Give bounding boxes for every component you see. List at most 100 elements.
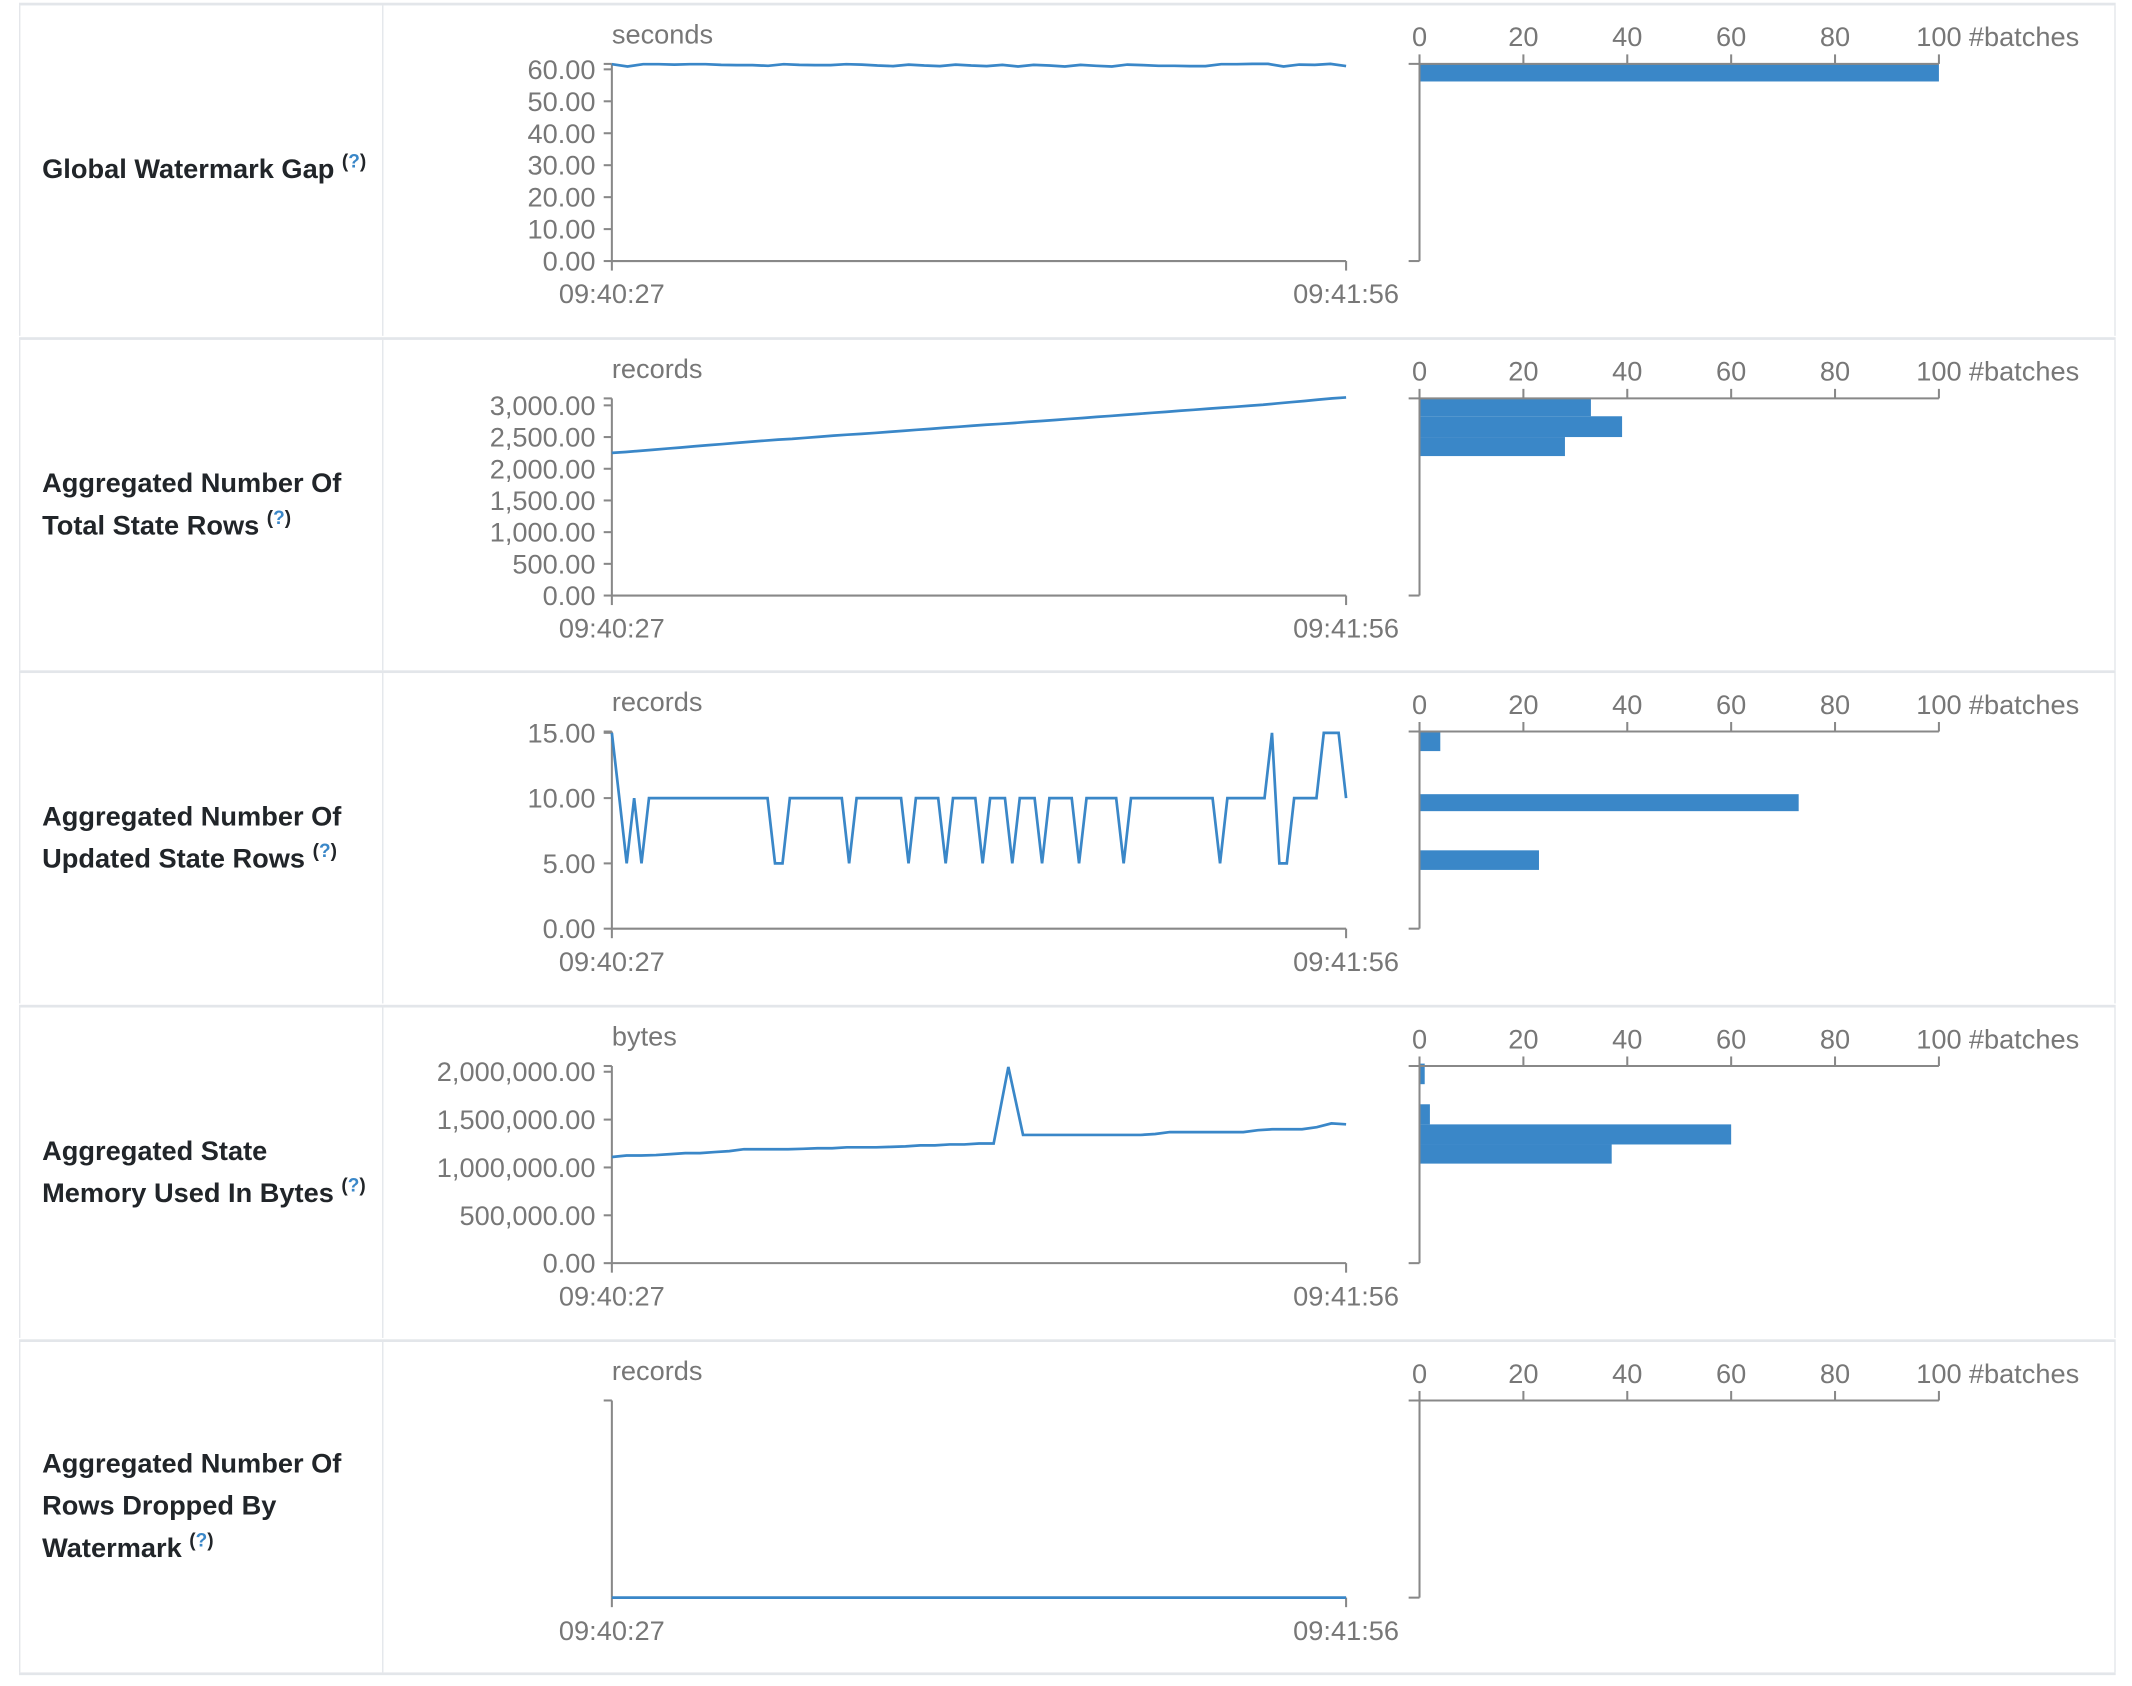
histogram-bar — [1419, 850, 1539, 870]
hist-x-axis-label: #batches — [1969, 1023, 2079, 1054]
y-tick-label: 1,500.00 — [490, 485, 596, 516]
y-tick-label: 0.00 — [543, 913, 596, 944]
hist-x-tick-label: 20 — [1508, 689, 1538, 720]
series-line — [611, 396, 1347, 455]
y-tick-label: 20.00 — [527, 182, 595, 213]
metric-name: Global Watermark Gap — [42, 155, 335, 185]
histogram-bar — [1419, 1144, 1612, 1164]
metric-label: Aggregated Number Of Rows Dropped By Wat… — [42, 1444, 371, 1570]
series-line — [610, 731, 1348, 865]
histogram-chart: 0 20 40 60 80 100 #batches — [1408, 1358, 2079, 1599]
hist-x-tick-label: 0 — [1412, 689, 1427, 720]
y-tick-label: 0.00 — [543, 580, 596, 611]
hist-x-tick-label: 40 — [1612, 1023, 1642, 1054]
y-tick-label: 3,000.00 — [490, 390, 596, 421]
help-tooltip-link[interactable]: (?) — [266, 505, 292, 528]
metric-label-cell: Aggregated Number Of Total State Rows (?… — [19, 339, 384, 671]
timeline-chart: seconds 0.0010.0020.0030.0040.0050.0060.0… — [527, 19, 1399, 310]
metric-row: Aggregated State Memory Used In Bytes (?… — [19, 1004, 2116, 1338]
y-axis-unit-label: records — [612, 1355, 703, 1386]
hist-x-tick-label: 20 — [1508, 1023, 1538, 1054]
hist-x-tick-label: 40 — [1612, 21, 1642, 52]
metric-charts: records 0.00 5.00 10.00 15.00 09:40:27 09:41:5… — [527, 686, 2079, 977]
hist-x-tick-label: 80 — [1820, 689, 1850, 720]
y-tick-label: 1,000,000.00 — [437, 1152, 596, 1183]
series-line — [611, 62, 1347, 68]
y-tick-label: 1,500,000.00 — [437, 1104, 596, 1135]
y-tick-label: 2,000,000.00 — [437, 1056, 596, 1087]
help-tooltip-link[interactable]: (?) — [312, 838, 337, 861]
timeline-chart: records 0.00 5.00 10.00 15.00 09:40:27 09:41:5… — [527, 686, 1399, 977]
metric-charts: seconds 0.0010.0020.0030.0040.0050.0060.0… — [527, 19, 2079, 310]
x-end-label: 09:41:56 — [1293, 1615, 1399, 1646]
metric-label: Aggregated State Memory Used In Bytes (?… — [42, 1131, 371, 1215]
hist-x-tick-label: 20 — [1508, 1358, 1538, 1389]
histogram-bar — [1419, 398, 1591, 417]
timeline-chart: records 0.00500.001,000.001,500.002,000.0… — [490, 353, 1399, 644]
help-icon: ? — [347, 1173, 360, 1195]
x-start-label: 09:40:27 — [559, 1615, 665, 1646]
histogram-bar — [1419, 1124, 1732, 1145]
y-tick-label: 500.00 — [512, 548, 595, 579]
help-tooltip-link[interactable]: (?) — [189, 1528, 214, 1551]
histogram-bar — [1419, 794, 1799, 812]
hist-x-tick-label: 100 — [1916, 21, 1961, 52]
help-icon: ? — [273, 505, 285, 528]
y-tick-label: 5.00 — [543, 848, 596, 879]
hist-x-tick-label: 60 — [1716, 21, 1746, 52]
histogram-chart: 0 20 40 60 80 100 #batches — [1408, 356, 2079, 597]
histogram-bar — [1419, 437, 1565, 457]
hist-x-tick-label: 0 — [1412, 1023, 1427, 1054]
y-tick-label: 1,000.00 — [490, 517, 596, 548]
help-tooltip-link[interactable]: (?) — [341, 1173, 366, 1195]
histogram-chart: 0 20 40 60 80 100 #batches — [1408, 689, 2079, 930]
hist-x-tick-label: 100 — [1916, 356, 1961, 387]
hist-x-tick-label: 80 — [1820, 1023, 1850, 1054]
metric-label-cell: Aggregated State Memory Used In Bytes (?… — [19, 1007, 384, 1338]
metric-row: Aggregated Number Of Updated State Rows … — [19, 670, 2116, 1004]
hist-x-tick-label: 80 — [1820, 1358, 1850, 1389]
hist-x-axis-label: #batches — [1969, 356, 2079, 387]
hist-x-tick-label: 60 — [1716, 356, 1746, 387]
help-icon: ? — [318, 838, 331, 861]
metric-charts: bytes 0.00 500,000.00 1,000,000.00 1,500,000… — [437, 1021, 2079, 1312]
histogram-bar — [1419, 1063, 1425, 1085]
histogram-bar — [1419, 63, 1939, 82]
y-axis-unit-label: records — [612, 353, 703, 384]
row-border — [2114, 1342, 2116, 1673]
metric-charts: records 0.00500.001,000.001,500.002,000.0… — [490, 353, 2079, 644]
y-tick-label: 40.00 — [527, 118, 595, 149]
y-tick-label: 2,500.00 — [490, 422, 596, 453]
hist-x-axis-label: #batches — [1969, 1358, 2079, 1389]
hist-x-tick-label: 60 — [1716, 689, 1746, 720]
hist-x-tick-label: 40 — [1612, 1358, 1642, 1389]
metric-charts: records 09:40:27 09:41:56 0 20 40 60 80 100 #batc… — [559, 1355, 2079, 1646]
y-axis-unit-label: bytes — [612, 1021, 677, 1052]
metric-label: Aggregated Number Of Total State Rows (?… — [42, 463, 371, 547]
row-border — [2114, 5, 2116, 336]
hist-x-tick-label: 60 — [1716, 1358, 1746, 1389]
series-line — [611, 1066, 1347, 1159]
x-end-label: 09:41:56 — [1293, 613, 1399, 644]
hist-x-axis-label: #batches — [1969, 21, 2079, 52]
metric-label: Aggregated Number Of Updated State Rows … — [42, 796, 371, 880]
metric-label-cell: Global Watermark Gap (?) — [19, 5, 384, 336]
hist-x-tick-label: 80 — [1820, 356, 1850, 387]
y-tick-label: 15.00 — [527, 717, 595, 748]
histogram-bar — [1419, 1104, 1430, 1125]
y-tick-label: 2,000.00 — [490, 453, 596, 484]
hist-x-tick-label: 20 — [1508, 356, 1538, 387]
x-end-label: 09:41:56 — [1293, 946, 1399, 977]
help-icon: ? — [348, 150, 360, 172]
hist-x-tick-label: 0 — [1412, 1358, 1427, 1389]
y-tick-label: 0.00 — [543, 246, 596, 277]
y-tick-label: 30.00 — [527, 150, 595, 181]
help-icon: ? — [195, 1528, 208, 1551]
y-tick-label: 10.00 — [527, 214, 595, 245]
help-tooltip-link[interactable]: (?) — [341, 150, 367, 172]
hist-x-tick-label: 20 — [1508, 21, 1538, 52]
hist-x-tick-label: 40 — [1612, 356, 1642, 387]
x-end-label: 09:41:56 — [1293, 278, 1399, 309]
y-tick-label: 0.00 — [543, 1248, 596, 1279]
